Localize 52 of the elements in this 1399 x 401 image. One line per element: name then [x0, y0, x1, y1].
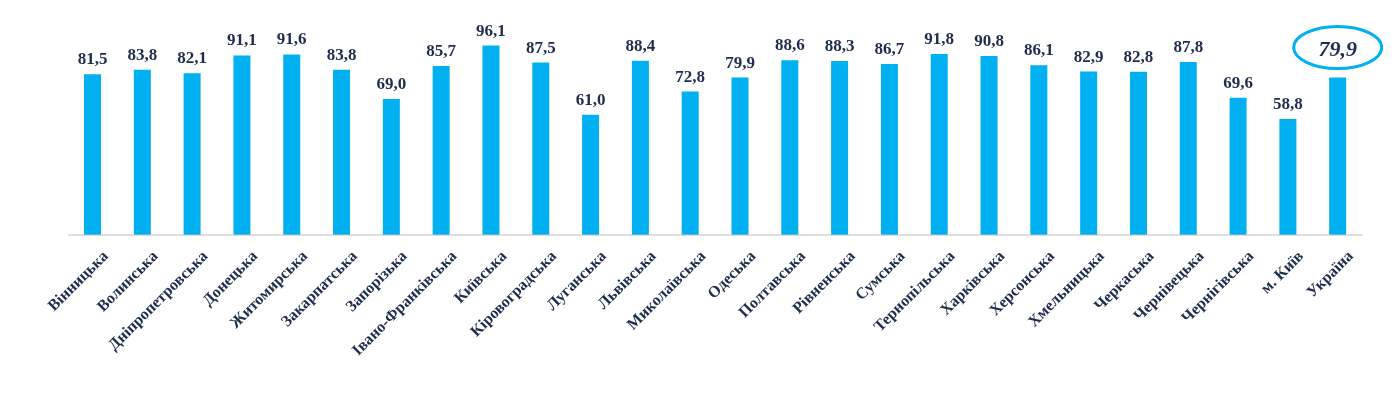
bar	[1279, 119, 1297, 235]
bar	[631, 60, 649, 235]
data-label: 90,8	[974, 31, 1004, 51]
bar	[1129, 71, 1147, 235]
data-label: 91,1	[227, 30, 257, 50]
data-label: 87,5	[525, 37, 556, 57]
bar	[980, 56, 998, 235]
bar	[84, 74, 101, 235]
data-label: 88,4	[625, 35, 656, 55]
bar	[681, 91, 699, 235]
bar	[930, 54, 948, 235]
data-label: 69,0	[376, 73, 407, 93]
data-label: 91,6	[276, 29, 307, 49]
data-label: 86,1	[1023, 40, 1054, 60]
data-label: 82,8	[1123, 46, 1154, 66]
bar	[183, 73, 201, 235]
data-label: 83,8	[326, 44, 357, 64]
data-label: 72,8	[675, 66, 706, 86]
bar	[432, 66, 450, 235]
data-label: 91,8	[924, 29, 955, 49]
bar	[1329, 77, 1347, 235]
data-label: 86,7	[874, 39, 905, 59]
bar	[133, 69, 151, 235]
bar	[1229, 97, 1247, 235]
bar	[781, 60, 799, 235]
data-label: 85,7	[426, 41, 457, 61]
data-label: 81,5	[77, 49, 108, 69]
data-label: 88,6	[774, 35, 805, 55]
bar	[1179, 61, 1197, 235]
data-label: 82,9	[1073, 46, 1104, 66]
bar	[233, 55, 251, 235]
bar	[333, 69, 351, 235]
bar	[880, 64, 898, 235]
data-label: 83,8	[127, 44, 158, 64]
data-label: 61,0	[575, 89, 606, 109]
bar	[1080, 71, 1098, 235]
data-label: 58,8	[1273, 94, 1303, 114]
data-label: 79,9	[725, 52, 755, 72]
data-label: 88,3	[824, 35, 855, 55]
data-label: 96,1	[476, 20, 506, 40]
bar	[1030, 65, 1048, 235]
bar	[482, 45, 500, 235]
bar	[582, 114, 600, 235]
bar	[831, 60, 849, 235]
data-label: 87,8	[1173, 36, 1204, 56]
data-label: 69,6	[1223, 72, 1253, 92]
annotation: 79,9	[1318, 35, 1357, 61]
bar	[532, 62, 550, 235]
data-label: 82,1	[177, 48, 207, 68]
bar	[382, 98, 400, 235]
bar	[283, 54, 301, 235]
bar	[731, 77, 749, 235]
